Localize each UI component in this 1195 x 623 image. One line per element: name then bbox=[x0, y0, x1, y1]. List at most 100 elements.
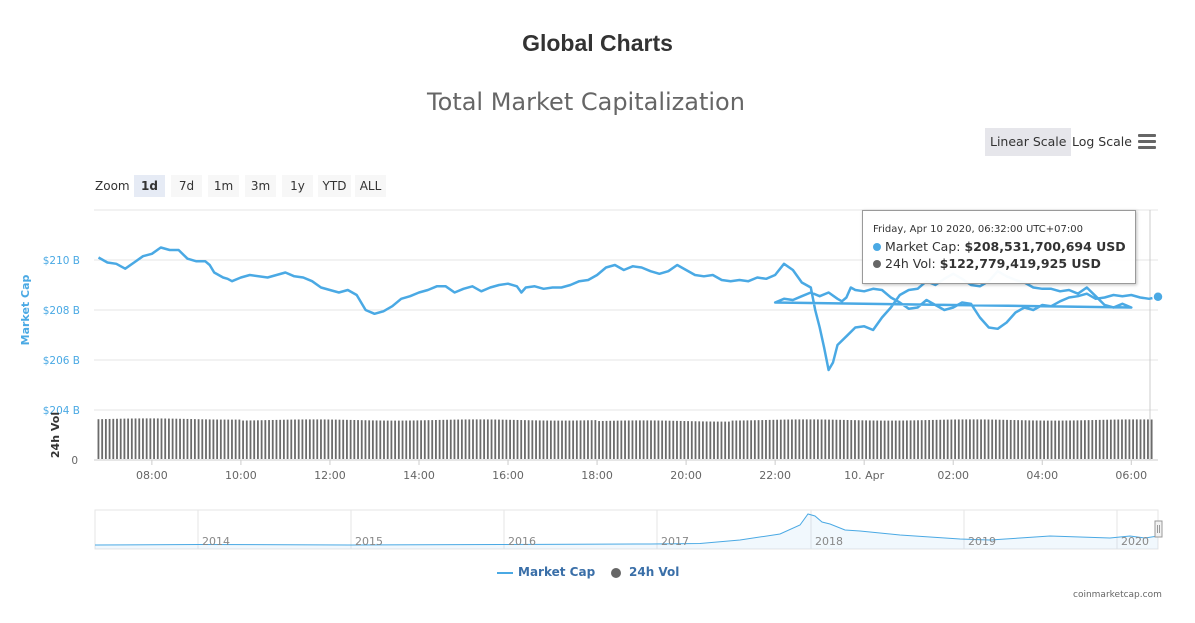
volume-bar bbox=[1072, 420, 1075, 459]
volume-bar bbox=[1069, 420, 1071, 459]
volume-bar bbox=[757, 420, 760, 459]
volume-bar bbox=[620, 420, 623, 459]
volume-bar bbox=[290, 419, 293, 459]
log-scale-button[interactable]: Log Scale bbox=[1072, 134, 1132, 149]
volume-bar bbox=[116, 418, 118, 459]
navigator-frame[interactable] bbox=[94, 509, 1159, 550]
volume-bar bbox=[868, 420, 871, 459]
volume-bar bbox=[286, 419, 289, 459]
volume-bar bbox=[679, 420, 682, 459]
volume-bar bbox=[902, 420, 905, 459]
volume-bar bbox=[616, 420, 619, 459]
volume-bar bbox=[835, 419, 838, 459]
navigator-year-label: 2016 bbox=[508, 535, 536, 548]
volume-bar bbox=[1061, 420, 1064, 459]
volume-bar bbox=[564, 420, 567, 459]
volume-bar bbox=[338, 419, 341, 459]
volume-bar bbox=[624, 420, 626, 459]
volume-bar bbox=[779, 419, 782, 459]
volume-bar bbox=[991, 419, 994, 459]
navigator-handle[interactable] bbox=[1154, 520, 1163, 538]
zoom-ytd-button[interactable]: YTD bbox=[318, 175, 351, 197]
zoom-all-button[interactable]: ALL bbox=[355, 175, 386, 197]
volume-bar bbox=[1147, 419, 1149, 459]
volume-bar bbox=[409, 420, 411, 459]
volume-bar bbox=[798, 419, 801, 459]
volume-bar bbox=[271, 419, 274, 459]
zoom-label: Zoom bbox=[95, 179, 130, 193]
x-axis-labels: 08:00 10:00 12:00 14:00 16:00 18:00 20:00 22:00… bbox=[136, 460, 1147, 482]
y-tick-label: $204 B bbox=[43, 405, 80, 417]
volume-bar bbox=[924, 420, 927, 459]
credit-link[interactable]: coinmarketcap.com bbox=[1073, 590, 1162, 600]
volume-bar bbox=[457, 419, 460, 459]
volume-bar bbox=[935, 419, 938, 459]
volume-bar bbox=[720, 421, 723, 459]
volume-bar bbox=[1087, 420, 1090, 459]
volume-bar bbox=[557, 420, 560, 459]
volume-bar bbox=[1139, 419, 1142, 459]
volume-bar bbox=[483, 419, 486, 459]
volume-bar bbox=[331, 419, 333, 459]
tooltip-date: Friday, Apr 10 2020, 06:32:00 UTC+07:00 bbox=[873, 224, 1083, 235]
market-cap-series-line[interactable] bbox=[97, 246, 1159, 372]
page-title: Global Charts bbox=[522, 30, 673, 56]
y-tick-label: $206 B bbox=[43, 355, 80, 367]
volume-bar bbox=[1009, 419, 1012, 459]
volume-bar bbox=[542, 420, 545, 459]
volume-bar bbox=[969, 419, 971, 459]
volume-bar bbox=[334, 419, 337, 459]
legend-item-volume[interactable]: 24h Vol bbox=[629, 565, 680, 579]
volume-bar bbox=[816, 419, 819, 459]
zoom-7d-button[interactable]: 7d bbox=[171, 175, 202, 197]
volume-bar bbox=[142, 418, 144, 459]
volume-bar bbox=[1124, 419, 1127, 459]
volume-bar bbox=[650, 420, 652, 459]
volume-bar bbox=[164, 418, 167, 459]
volume-bar bbox=[709, 421, 712, 459]
volume-bar bbox=[664, 420, 667, 459]
hamburger-menu-icon[interactable] bbox=[1138, 134, 1156, 150]
volume-bar bbox=[386, 420, 389, 459]
volume-bar bbox=[371, 420, 374, 459]
volume-bar bbox=[791, 419, 793, 459]
volume-bar bbox=[683, 421, 686, 459]
zoom-1m-button[interactable]: 1m bbox=[208, 175, 239, 197]
volume-bar bbox=[635, 420, 638, 459]
navigator-year-label: 2017 bbox=[661, 535, 689, 548]
volume-bar bbox=[824, 419, 827, 459]
volume-bar bbox=[401, 420, 404, 459]
volume-bar bbox=[342, 419, 345, 459]
volume-bar bbox=[368, 420, 371, 459]
zoom-3m-button[interactable]: 3m bbox=[245, 175, 276, 197]
volume-bar bbox=[1135, 419, 1138, 459]
volume-bar bbox=[1076, 420, 1079, 459]
volume-bar bbox=[783, 419, 786, 459]
zoom-1y-button[interactable]: 1y bbox=[282, 175, 313, 197]
linear-scale-button[interactable]: Linear Scale bbox=[985, 128, 1072, 156]
volume-bar bbox=[346, 419, 348, 459]
volume-bar bbox=[442, 419, 445, 459]
volume-bar bbox=[809, 419, 812, 459]
zoom-1d-button[interactable]: 1d bbox=[134, 175, 165, 197]
volume-bar bbox=[535, 420, 537, 459]
volume-bars bbox=[97, 418, 1153, 459]
volume-bar bbox=[156, 418, 159, 459]
hover-point[interactable] bbox=[1152, 291, 1164, 303]
volume-bar bbox=[490, 419, 493, 459]
y-tick-label: $210 B bbox=[43, 255, 80, 267]
volume-bar bbox=[857, 420, 860, 459]
volume-bar bbox=[872, 420, 875, 459]
volume-bar bbox=[776, 419, 778, 459]
volume-bar bbox=[524, 420, 526, 459]
volume-bar bbox=[1020, 420, 1023, 459]
volume-bar bbox=[1054, 420, 1057, 459]
volume-bar bbox=[627, 420, 630, 459]
volume-bar bbox=[1065, 420, 1068, 459]
legend-item-market-cap[interactable]: Market Cap bbox=[518, 565, 596, 579]
volume-bar bbox=[928, 420, 931, 459]
volume-bar bbox=[983, 419, 986, 459]
volume-bar bbox=[1117, 419, 1120, 459]
volume-bar bbox=[1132, 419, 1135, 459]
